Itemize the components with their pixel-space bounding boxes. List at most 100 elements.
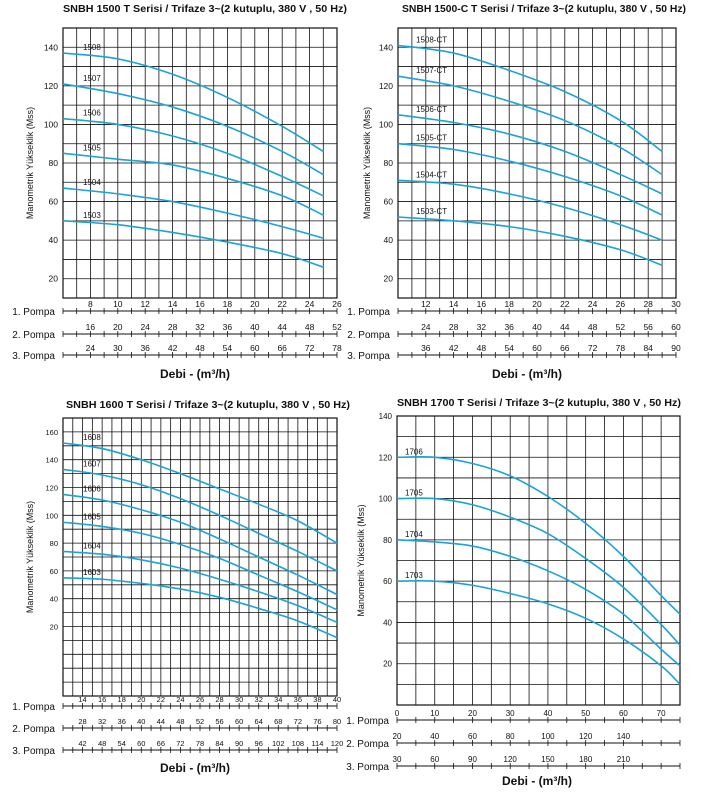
plot-frame bbox=[397, 27, 677, 299]
y-tick-label: 80 bbox=[383, 536, 392, 545]
y-tick-label: 120 bbox=[379, 81, 393, 91]
pompa-tick-label: 66 bbox=[277, 343, 287, 353]
series-line-1508-CT bbox=[397, 44, 663, 153]
pompa-tick-label: 16 bbox=[477, 299, 487, 309]
pompa-tick-label: 40 bbox=[430, 732, 439, 741]
pompa-label: 1. Pompa bbox=[12, 307, 55, 318]
y-axis-label: Manometrik Yükseklik (Mss) bbox=[25, 107, 35, 219]
series-line-1507-CT bbox=[397, 75, 663, 176]
pompa-tick-label: 20 bbox=[468, 709, 477, 718]
pompa-tick-label: 20 bbox=[532, 299, 542, 309]
series-line-1508 bbox=[62, 52, 324, 153]
pompa-tick-label: 78 bbox=[616, 343, 626, 353]
y-axis-label: Manometrik Yükseklik (Mss) bbox=[356, 504, 366, 616]
pompa-tick-label: 60 bbox=[619, 709, 628, 718]
series-label-1503-CT: 1503-CT bbox=[416, 207, 447, 216]
pompa-tick-label: 36 bbox=[140, 343, 150, 353]
y-tick-label: 140 bbox=[379, 412, 393, 421]
y-tick-label: 120 bbox=[379, 453, 393, 462]
series-label-1507: 1507 bbox=[83, 74, 101, 83]
pompa-tick-label: 24 bbox=[588, 299, 598, 309]
pompa-tick-label: 14 bbox=[168, 299, 178, 309]
pompa-tick-label: 0 bbox=[395, 709, 400, 718]
y-tick-label: 100 bbox=[44, 119, 58, 129]
pompa-tick-label: 20 bbox=[137, 695, 145, 704]
pompa-tick-label: 16 bbox=[86, 322, 96, 332]
pompa-tick-label: 12 bbox=[140, 299, 150, 309]
pompa-tick-label: 68 bbox=[274, 717, 282, 726]
pompa-tick-label: 120 bbox=[331, 739, 344, 748]
pompa-tick-label: 36 bbox=[223, 322, 233, 332]
chart-1: SNBH 1500 T Serisi / Trifaze 3~(2 kutupl… bbox=[12, 4, 347, 381]
series-line-1607 bbox=[62, 468, 338, 572]
series-label-1504-CT: 1504-CT bbox=[416, 170, 447, 179]
series-label-1508-CT: 1508-CT bbox=[416, 35, 447, 44]
series-line-1608 bbox=[62, 442, 338, 544]
pompa-tick-label: 18 bbox=[504, 299, 514, 309]
pompa-tick-label: 72 bbox=[294, 717, 302, 726]
series-label-1505: 1505 bbox=[83, 143, 101, 152]
pompa-tick-label: 120 bbox=[579, 732, 593, 741]
pompa-tick-label: 84 bbox=[215, 739, 223, 748]
pompa-tick-label: 16 bbox=[98, 695, 106, 704]
pompa-label: 3. Pompa bbox=[346, 762, 389, 773]
series-line-1705 bbox=[396, 497, 681, 646]
series-line-1507 bbox=[62, 83, 324, 176]
pompa-tick-label: 10 bbox=[430, 709, 439, 718]
series-line-1603 bbox=[62, 577, 338, 639]
pompa-tick-label: 54 bbox=[118, 739, 126, 748]
pompa-tick-label: 60 bbox=[671, 322, 681, 332]
pompa-tick-label: 28 bbox=[78, 717, 86, 726]
series-label-1507-CT: 1507-CT bbox=[416, 66, 447, 75]
pompa-tick-label: 52 bbox=[332, 322, 342, 332]
y-tick-label: 20 bbox=[49, 274, 59, 284]
series-label-1504: 1504 bbox=[83, 178, 101, 187]
pompa-tick-label: 96 bbox=[255, 739, 263, 748]
y-tick-label: 120 bbox=[45, 484, 58, 493]
pompa-tick-label: 48 bbox=[305, 322, 315, 332]
pompa-tick-label: 56 bbox=[215, 717, 223, 726]
chart-2: SNBH 1500-C T Serisi / Trifaze 3~(2 kutu… bbox=[347, 4, 686, 381]
pompa-tick-label: 72 bbox=[588, 343, 598, 353]
pompa-tick-label: 26 bbox=[332, 299, 342, 309]
pompa-tick-label: 40 bbox=[333, 695, 341, 704]
pompa-tick-label: 14 bbox=[449, 299, 459, 309]
pompa-tick-label: 30 bbox=[393, 755, 402, 764]
pompa-tick-label: 120 bbox=[504, 755, 518, 764]
chart-4: SNBH 1700 T Serisi / Trifaze 3~(2 kutupl… bbox=[346, 398, 681, 788]
pompa-tick-label: 8 bbox=[88, 299, 93, 309]
y-tick-label: 160 bbox=[45, 428, 58, 437]
pompa-tick-label: 40 bbox=[137, 717, 145, 726]
pompa-tick-label: 24 bbox=[421, 322, 431, 332]
pompa-tick-label: 28 bbox=[449, 322, 459, 332]
series-label-1604: 1604 bbox=[83, 541, 101, 550]
pompa-tick-label: 210 bbox=[617, 755, 631, 764]
series-line-1505-CT bbox=[397, 142, 663, 216]
pompa-tick-label: 12 bbox=[421, 299, 431, 309]
pompa-tick-label: 78 bbox=[196, 739, 204, 748]
y-tick-label: 20 bbox=[383, 660, 392, 669]
y-tick-label: 40 bbox=[50, 595, 58, 604]
pompa-tick-label: 30 bbox=[671, 299, 681, 309]
series-label-1605: 1605 bbox=[83, 512, 101, 521]
series-label-1703: 1703 bbox=[405, 571, 423, 580]
pompa-tick-label: 22 bbox=[560, 299, 570, 309]
pompa-tick-label: 32 bbox=[255, 695, 263, 704]
pompa-tick-label: 90 bbox=[468, 755, 477, 764]
pompa-tick-label: 28 bbox=[168, 322, 178, 332]
pompa-label: 3. Pompa bbox=[12, 351, 55, 362]
pompa-tick-label: 20 bbox=[113, 322, 123, 332]
pompa-tick-label: 50 bbox=[581, 709, 590, 718]
pompa-label: 3. Pompa bbox=[12, 746, 55, 757]
plot-frame bbox=[396, 415, 681, 706]
y-tick-label: 60 bbox=[383, 577, 392, 586]
y-tick-label: 60 bbox=[49, 197, 59, 207]
y-tick-label: 60 bbox=[384, 197, 394, 207]
pompa-label: 2. Pompa bbox=[12, 724, 55, 735]
series-label-1503: 1503 bbox=[83, 211, 101, 220]
pompa-tick-label: 54 bbox=[223, 343, 233, 353]
pompa-label: 2. Pompa bbox=[347, 330, 390, 341]
pompa-tick-label: 22 bbox=[157, 695, 165, 704]
pompa-tick-label: 90 bbox=[671, 343, 681, 353]
plot-frame bbox=[62, 417, 338, 697]
